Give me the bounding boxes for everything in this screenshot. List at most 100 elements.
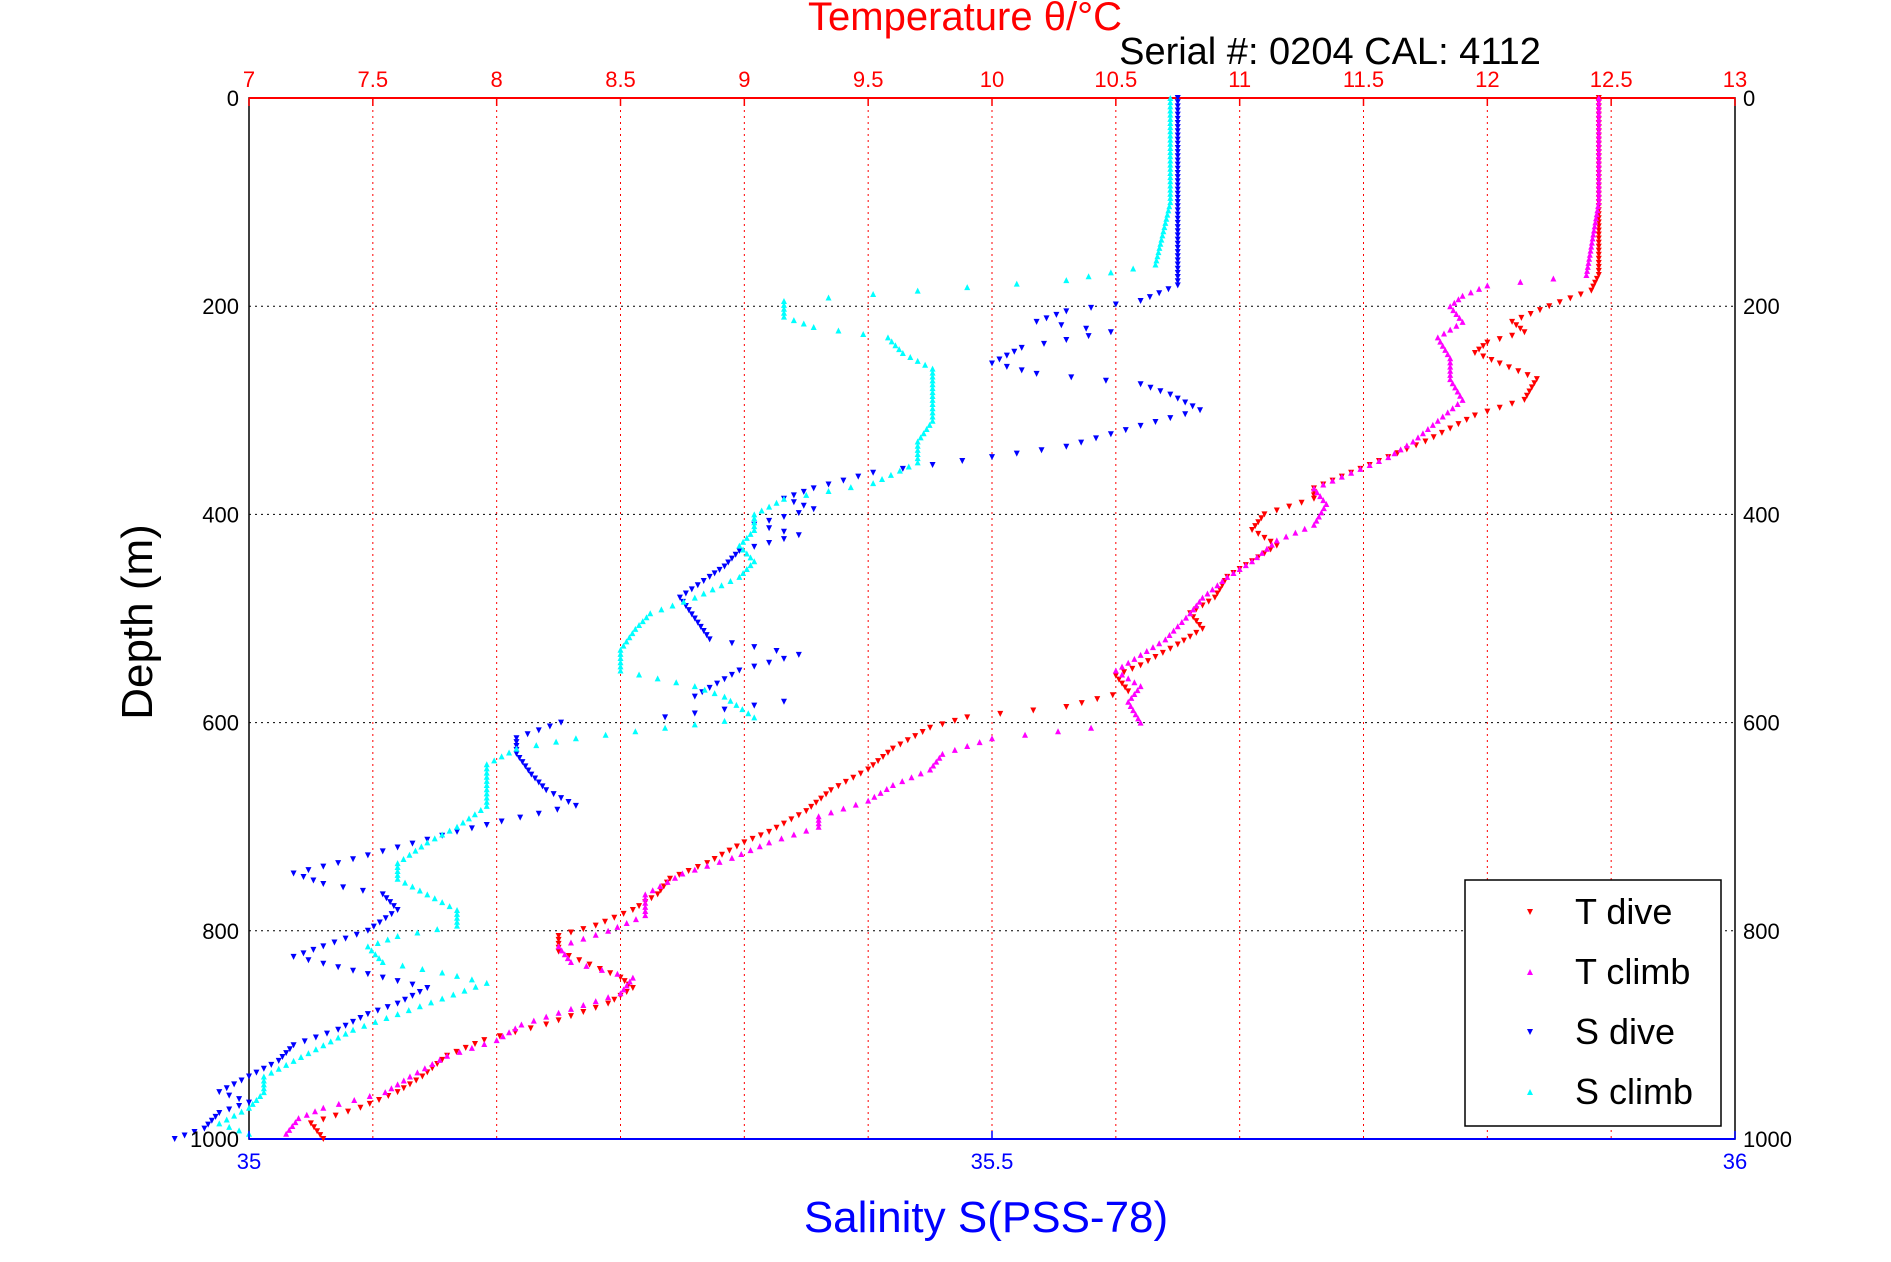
data-point	[1174, 215, 1181, 222]
data-point	[1590, 227, 1597, 234]
data-point	[929, 409, 936, 416]
data-point	[364, 943, 371, 950]
data-point	[1134, 687, 1141, 694]
data-point	[800, 488, 807, 495]
data-point	[525, 767, 532, 774]
depth-tick-labels-left: 0 200 400 600 800 1000	[190, 86, 239, 1152]
data-point	[929, 373, 936, 380]
data-point	[810, 485, 817, 492]
depth-tick-label: 800	[1743, 919, 1780, 944]
data-point	[320, 1116, 327, 1123]
data-point	[989, 360, 995, 367]
data-point	[927, 766, 934, 773]
data-point	[171, 1136, 178, 1142]
data-point	[1109, 692, 1116, 699]
data-point	[246, 1099, 252, 1106]
data-point	[598, 966, 605, 973]
series-s-dive	[171, 95, 1204, 1142]
data-point	[642, 903, 649, 910]
data-point	[682, 590, 689, 597]
data-point	[929, 401, 936, 408]
data-point	[1385, 454, 1392, 461]
data-point	[1167, 157, 1174, 164]
data-point	[268, 1061, 275, 1068]
data-point	[431, 835, 438, 842]
data-point	[1033, 370, 1040, 377]
data-point	[1595, 103, 1602, 110]
data-point	[289, 1122, 296, 1129]
data-point	[706, 684, 713, 691]
data-point	[483, 765, 490, 772]
data-point	[522, 763, 529, 770]
data-point	[1156, 244, 1163, 251]
series-layer	[171, 95, 1602, 1142]
data-point	[828, 809, 835, 816]
data-point	[1174, 169, 1181, 176]
data-point	[572, 735, 579, 742]
data-point	[1242, 562, 1249, 569]
data-point	[1093, 435, 1100, 442]
data-point	[1521, 396, 1528, 403]
data-point	[1366, 461, 1373, 468]
data-point	[780, 313, 787, 320]
data-point	[518, 1021, 525, 1028]
series-s-climb	[216, 95, 1174, 1137]
data-point	[567, 959, 574, 966]
data-point	[1524, 372, 1531, 379]
data-point	[1167, 132, 1174, 139]
data-point	[1174, 182, 1181, 189]
data-point	[927, 724, 934, 731]
data-point	[747, 847, 754, 854]
data-point	[825, 481, 832, 488]
data-point	[647, 610, 654, 617]
data-point	[1310, 495, 1317, 502]
data-point	[431, 895, 438, 902]
data-point	[283, 1061, 290, 1068]
data-point	[870, 291, 877, 298]
data-point	[394, 844, 401, 851]
data-point	[1107, 269, 1114, 276]
data-point	[290, 870, 297, 877]
data-point	[253, 1096, 260, 1103]
data-point	[382, 1089, 389, 1096]
data-point	[580, 1001, 587, 1008]
data-point	[1447, 363, 1454, 370]
data-point	[1174, 623, 1181, 630]
data-point	[623, 638, 630, 645]
data-point	[642, 912, 649, 919]
data-point	[283, 1050, 290, 1057]
data-point	[658, 606, 665, 613]
temperature-tick-label: 13	[1723, 67, 1747, 92]
data-point	[1041, 340, 1048, 347]
data-point	[260, 1081, 267, 1088]
data-point	[357, 1014, 364, 1021]
data-point	[1556, 299, 1563, 306]
data-point	[1162, 636, 1169, 643]
data-point	[751, 558, 758, 565]
data-point	[513, 745, 520, 752]
data-point	[527, 1025, 534, 1032]
data-point	[1439, 413, 1446, 420]
data-point	[914, 446, 921, 453]
data-point	[1531, 380, 1538, 387]
data-point	[751, 702, 758, 709]
data-point	[877, 789, 884, 796]
data-point	[626, 634, 633, 641]
data-point	[238, 1108, 245, 1115]
data-point	[1414, 434, 1421, 441]
data-point	[1595, 136, 1602, 143]
data-point	[1022, 731, 1029, 738]
data-point	[483, 798, 490, 805]
data-point	[1452, 384, 1459, 391]
data-point	[307, 1120, 314, 1127]
data-point	[1174, 232, 1181, 239]
data-point	[745, 710, 752, 717]
data-point	[335, 964, 342, 971]
data-point	[751, 714, 758, 721]
data-point	[290, 1042, 297, 1049]
data-point	[314, 1128, 321, 1135]
data-point	[840, 477, 847, 484]
data-point	[815, 816, 822, 823]
data-point	[201, 1125, 208, 1132]
data-point	[1197, 407, 1204, 414]
